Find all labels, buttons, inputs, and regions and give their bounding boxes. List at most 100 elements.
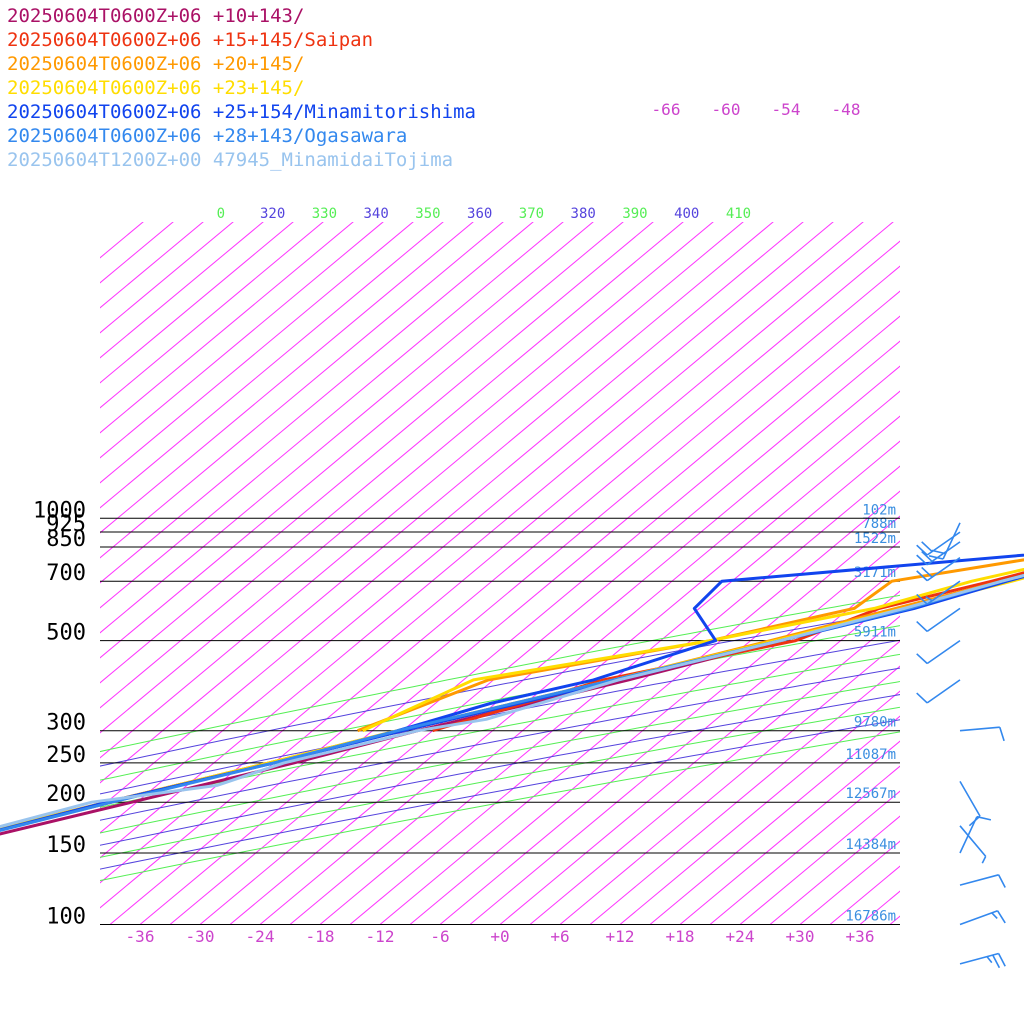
isotherm-line bbox=[100, 222, 324, 409]
upper-temperature-labels: -66 -60 -54 -48 bbox=[652, 100, 861, 119]
legend-entry-6: 20250604T0600Z+06 +28+143/Ogasawara bbox=[7, 125, 407, 147]
upper-temp-label: -48 bbox=[832, 100, 861, 119]
height-label-300: 9780m bbox=[854, 715, 896, 731]
isotherm-line bbox=[739, 790, 900, 924]
dry-adiabat-400 bbox=[100, 719, 900, 870]
pressure-label-925: 925 bbox=[46, 512, 86, 537]
dry-adiabat-350 bbox=[100, 653, 900, 808]
isotherm-line bbox=[100, 222, 864, 859]
theta-label-380: 380 bbox=[571, 206, 596, 222]
isotherm-line bbox=[559, 640, 900, 924]
temp-tick-label: -12 bbox=[366, 927, 395, 946]
isotherm-line bbox=[349, 465, 900, 924]
height-label-250: 11087m bbox=[845, 747, 896, 763]
dry-adiabat-390 bbox=[100, 706, 900, 858]
isotherm-line bbox=[709, 765, 900, 924]
theta-label-370: 370 bbox=[519, 206, 544, 222]
legend-entry-5: 20250604T0600Z+06 +25+154/Minamitorishim… bbox=[7, 101, 476, 123]
wind-barb bbox=[916, 607, 961, 633]
wind-barb bbox=[959, 781, 981, 827]
wind-barb bbox=[959, 874, 1006, 888]
wind-barbs bbox=[916, 522, 1006, 969]
isotherm-line bbox=[100, 222, 534, 584]
legend-entry-4: 20250604T0600Z+06 +23+145/ bbox=[7, 77, 304, 99]
height-label-500: 5911m bbox=[854, 625, 896, 641]
theta-label-340: 340 bbox=[364, 206, 389, 222]
isotherm-line bbox=[100, 222, 564, 609]
dry-adiabat-310 bbox=[100, 594, 900, 753]
isotherm-line bbox=[139, 290, 900, 924]
isobar-lines: 100 16786m 150 14384m 200 12567m 250 11087m 300 9… bbox=[33, 498, 900, 930]
pressure-label-1000: 1000 bbox=[33, 498, 86, 523]
isotherm-line bbox=[920, 218, 1024, 925]
temp-tick-label: -30 bbox=[186, 927, 215, 946]
wind-barb bbox=[916, 639, 961, 665]
isotherm-line bbox=[100, 222, 444, 509]
pressure-label-100: 100 bbox=[46, 905, 86, 930]
wind-barb bbox=[959, 952, 1006, 969]
temp-tick-label: +6 bbox=[550, 927, 569, 946]
dry-adiabat-360 bbox=[100, 667, 900, 821]
height-label-850: 1522m bbox=[854, 531, 896, 547]
isotherm-line bbox=[589, 665, 900, 924]
dry-adiabat-370 bbox=[100, 680, 900, 834]
wind-barb bbox=[928, 522, 961, 560]
isotherm-line bbox=[169, 315, 900, 924]
isotherm-lines bbox=[100, 218, 1024, 925]
height-label-925: 788m bbox=[862, 516, 896, 532]
upper-temp-label: -54 bbox=[772, 100, 801, 119]
temp-tick-label: +0 bbox=[490, 927, 509, 946]
temp-tick-label: -36 bbox=[126, 927, 155, 946]
isotherm-line bbox=[649, 715, 900, 924]
isotherm-line bbox=[100, 222, 744, 759]
height-label-150: 14384m bbox=[845, 837, 896, 853]
wind-barb bbox=[916, 679, 961, 704]
temp-tick-label: +30 bbox=[786, 927, 815, 946]
theta-label-310: 0 bbox=[217, 206, 225, 222]
height-label-1000: 102m bbox=[862, 502, 896, 518]
temp-tick-label: -24 bbox=[246, 927, 275, 946]
isotherm-line bbox=[109, 265, 900, 924]
wind-barb bbox=[959, 825, 987, 864]
isotherm-line bbox=[100, 222, 654, 684]
pressure-label-500: 500 bbox=[46, 621, 86, 646]
temp-tick-label: +24 bbox=[726, 927, 755, 946]
wind-barb bbox=[916, 580, 961, 605]
isotherm-line bbox=[469, 565, 900, 924]
temp-tick-label: -6 bbox=[430, 927, 449, 946]
height-label-200: 12567m bbox=[845, 786, 896, 802]
isotherm-line bbox=[439, 540, 900, 924]
isotherm-line bbox=[100, 222, 594, 634]
sounding-profiles bbox=[0, 553, 1024, 836]
temp-tick-label: -18 bbox=[306, 927, 335, 946]
isotherm-line bbox=[100, 222, 684, 709]
temp-tick-label: +36 bbox=[846, 927, 875, 946]
theta-label-410: 410 bbox=[726, 206, 751, 222]
isotherm-line bbox=[199, 340, 900, 924]
isotherm-line bbox=[229, 365, 900, 924]
isotherm-line bbox=[259, 390, 900, 924]
theta-label-360: 360 bbox=[467, 206, 492, 222]
wind-barb bbox=[959, 910, 1006, 926]
isotherm-line bbox=[100, 222, 414, 484]
theta-label-320: 320 bbox=[260, 206, 285, 222]
dry-adiabat-410 bbox=[100, 731, 900, 882]
dry-adiabat-380 bbox=[100, 694, 900, 846]
dry-adiabat-340 bbox=[100, 639, 900, 795]
dry-adiabat-330 bbox=[100, 625, 900, 781]
isotherm-line bbox=[379, 490, 900, 924]
series-7-temperature-line bbox=[0, 573, 1024, 829]
isotherm-line bbox=[100, 240, 900, 909]
legend-entry-7: 20250604T1200Z+00 47945_MinamidaiTojima bbox=[7, 149, 453, 171]
legend: 20250604T0600Z+06 +10+143/20250604T0600Z… bbox=[7, 5, 476, 171]
temp-tick-label: +12 bbox=[606, 927, 635, 946]
dry-adiabat-labels: 0 320 330 340 350 360 370 380 390 400 410 bbox=[217, 206, 751, 222]
pressure-label-250: 250 bbox=[46, 743, 86, 768]
series-4-dewpoint-line bbox=[361, 567, 1024, 733]
isotherm-line bbox=[100, 222, 774, 784]
upper-temp-label: -66 bbox=[652, 100, 681, 119]
isotherm-line bbox=[529, 615, 900, 924]
isotherm-line bbox=[100, 222, 294, 384]
theta-label-390: 390 bbox=[622, 206, 647, 222]
